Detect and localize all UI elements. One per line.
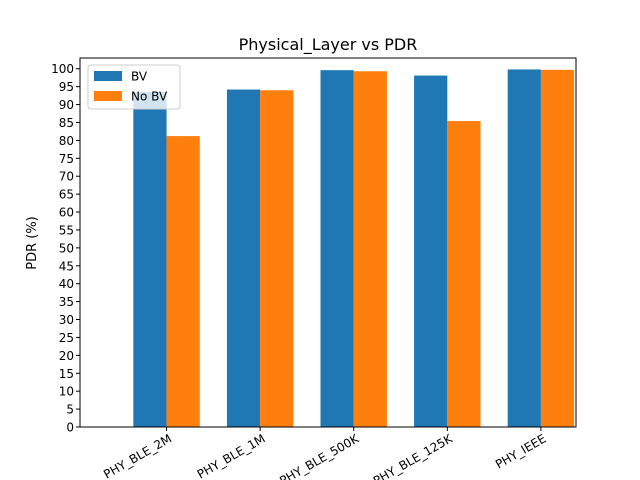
- y-tick-label: 85: [59, 116, 74, 130]
- y-tick-label: 95: [59, 80, 74, 94]
- y-tick-label: 15: [59, 367, 74, 381]
- y-tick-label: 70: [59, 170, 74, 184]
- y-tick-label: 20: [59, 349, 74, 363]
- bar-bv: [507, 69, 541, 427]
- legend-swatch: [94, 71, 122, 81]
- y-tick-label: 75: [59, 152, 74, 166]
- bar-no-bv: [260, 90, 294, 427]
- bar-no-bv: [353, 71, 387, 427]
- bar-no-bv: [166, 136, 200, 427]
- y-tick-label: 90: [59, 98, 74, 112]
- plot-frame: [79, 57, 577, 428]
- y-tick-label: 25: [59, 331, 74, 345]
- bar-bv: [226, 89, 261, 427]
- bar-no-bv: [447, 121, 481, 427]
- y-tick-label: 35: [59, 295, 74, 309]
- y-tick-label: 10: [59, 385, 74, 399]
- legend-label: No BV: [131, 90, 168, 104]
- y-axis-label: PDR (%): [25, 216, 40, 270]
- legend-swatch: [94, 91, 122, 101]
- y-tick-label: 30: [59, 313, 74, 327]
- chart-title: Physical_Layer vs PDR: [239, 35, 418, 55]
- y-tick-label: 80: [59, 134, 74, 148]
- bar-bv: [414, 75, 448, 427]
- y-tick-label: 45: [59, 259, 74, 273]
- y-tick-label: 100: [51, 62, 74, 76]
- legend-label: BV: [131, 70, 148, 84]
- y-tick-label: 40: [59, 277, 74, 291]
- y-tick-label: 50: [59, 241, 74, 255]
- y-tick-label: 0: [66, 421, 74, 435]
- y-tick-label: 5: [66, 403, 74, 417]
- bar-no-bv: [540, 69, 575, 427]
- bar-bv: [320, 70, 354, 428]
- legend: BV No BV: [87, 64, 181, 110]
- bar-bv: [133, 92, 167, 427]
- y-tick-label: 55: [59, 223, 74, 237]
- y-tick-label: 60: [59, 206, 74, 220]
- y-tick-label: 65: [59, 188, 74, 202]
